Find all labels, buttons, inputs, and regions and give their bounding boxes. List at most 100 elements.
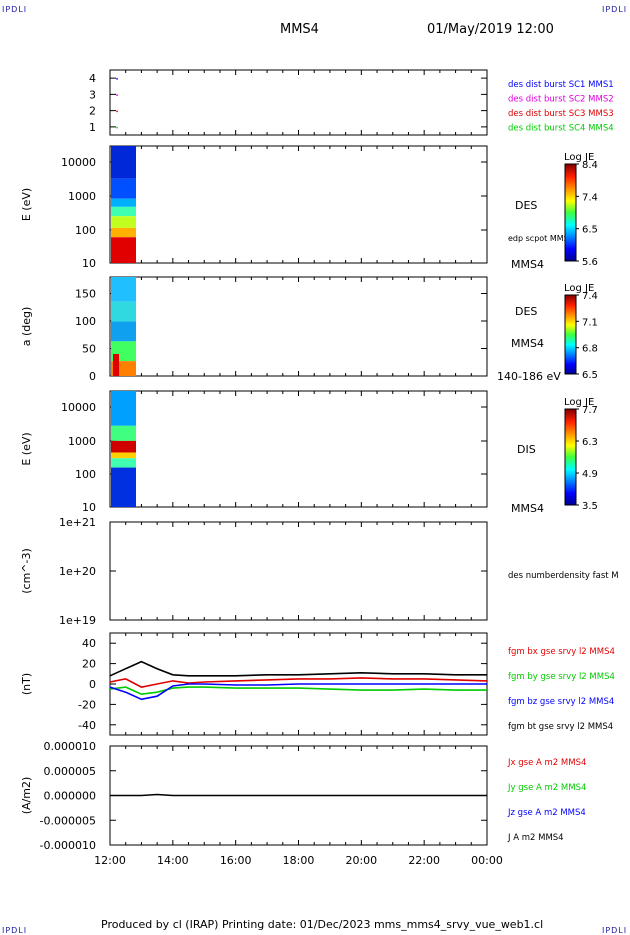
spectrogram-cell (111, 198, 136, 207)
legend-entry: Jz gse A m2 MMS4 (507, 808, 586, 818)
y-tick-label: 1000 (68, 435, 96, 448)
spectrogram-cell (111, 452, 136, 459)
x-tick-label: 22:00 (408, 854, 440, 867)
x-tick-label: 18:00 (283, 854, 315, 867)
y-tick-label: 100 (75, 224, 96, 237)
y-tick-label: 10 (82, 501, 96, 514)
colorbar-tick-label: 6.5 (582, 370, 598, 381)
panel-label: MMS4 (511, 337, 544, 350)
spectrogram-cell (111, 467, 136, 507)
y-tick-label: -0.000010 (40, 839, 96, 852)
y-tick-label: 3 (89, 88, 96, 101)
panel-frame-5 (109, 521, 488, 621)
y-axis-label: (cm^-3) (20, 548, 33, 594)
legend-entry: des numberdensity fast M (508, 571, 619, 581)
spectrogram-cell (111, 227, 136, 238)
y-tick-label: 40 (82, 637, 96, 650)
panel-frame-2 (109, 145, 488, 264)
y-tick-label: 1 (89, 121, 96, 134)
y-tick-label: 10000 (61, 401, 96, 414)
y-tick-label: 0.000000 (44, 790, 97, 803)
y-tick-label: 1000 (68, 190, 96, 203)
colorbar-tick-label: 7.7 (582, 405, 598, 416)
corner-label-top-left: IPDLI (2, 5, 28, 14)
colorbar-tick-label: 6.8 (582, 344, 598, 355)
legend-entry: fgm bz gse srvy l2 MMS4 (508, 697, 614, 707)
y-axis-label: (nT) (20, 673, 33, 695)
y-tick-label: 100 (75, 468, 96, 481)
y-tick-label: 1e+19 (59, 614, 96, 627)
y-tick-label: -40 (78, 719, 96, 732)
legend-entry: fgm bx gse srvy l2 MMS4 (508, 647, 615, 657)
y-tick-label: 20 (82, 658, 96, 671)
colorbar-tick-label: 5.6 (582, 257, 598, 268)
spectrogram-cell (111, 440, 136, 453)
panel-label: DES (515, 305, 537, 318)
spectrogram-cell (111, 216, 136, 228)
x-tick-label: 12:00 (94, 854, 126, 867)
legend-entry: Jx gse A m2 MMS4 (507, 758, 586, 768)
panel-label: DES (515, 199, 537, 212)
spectrogram-cell (111, 321, 136, 342)
y-tick-label: 0.000005 (44, 765, 97, 778)
y-axis-label: E (eV) (20, 188, 33, 221)
y-axis-label: (A/m2) (20, 777, 33, 815)
spectrogram-cell (111, 277, 136, 302)
y-tick-label: 0.000010 (44, 740, 97, 753)
legend-entry: fgm bt gse srvy l2 MMS4 (508, 722, 613, 732)
y-tick-label: 0 (89, 370, 96, 383)
burst-marker (116, 78, 118, 80)
series-line (109, 686, 487, 696)
legend-entry: des dist burst SC3 MMS3 (508, 109, 614, 119)
colorbar-tick-label: 7.4 (582, 192, 598, 203)
legend-entry: des dist burst SC4 MMS4 (508, 124, 614, 134)
panel-label: MMS4 (511, 258, 544, 271)
colorbar (564, 163, 577, 262)
y-axis-label: a (deg) (20, 307, 33, 347)
y-tick-label: 0 (89, 678, 96, 691)
y-tick-label: 100 (75, 315, 96, 328)
y-tick-label: 50 (82, 343, 96, 356)
series-line (109, 660, 487, 677)
panel-label: 140-186 eV (497, 370, 561, 383)
colorbar-tick-label: 6.3 (582, 437, 598, 448)
panel-label: DIS (517, 443, 536, 456)
y-tick-label: 10 (82, 257, 96, 270)
colorbar-title: Log JE (564, 397, 594, 408)
spectrogram-cell (111, 146, 136, 179)
series-line (109, 677, 488, 688)
legend-entry: des dist burst SC1 MMS1 (508, 80, 614, 90)
corner-label-bottom-left: IPDLI (2, 926, 28, 935)
spectrogram-cell (111, 425, 136, 441)
x-tick-label: 16:00 (220, 854, 252, 867)
colorbar-tick-label: 7.1 (582, 317, 598, 328)
y-tick-label: 4 (89, 72, 96, 85)
spectrogram-cell (111, 391, 136, 426)
legend-entry: fgm by gse srvy l2 MMS4 (508, 672, 615, 682)
y-tick-label: 2 (89, 105, 96, 118)
legend-entry: Jy gse A m2 MMS4 (507, 783, 586, 793)
burst-marker (116, 94, 118, 96)
x-tick-label: 00:00 (471, 854, 503, 867)
spectrogram-cell (111, 206, 136, 217)
panel-frame-4 (109, 390, 488, 508)
spectrogram-cell (113, 354, 119, 376)
panel-frame-3 (109, 276, 488, 377)
x-tick-label: 20:00 (345, 854, 377, 867)
x-tick-label: 14:00 (157, 854, 189, 867)
colorbar-tick-label: 4.9 (582, 469, 598, 480)
colorbar-tick-label: 8.4 (582, 160, 598, 171)
corner-label-bottom-right: IPDLI (602, 926, 628, 935)
y-tick-label: 1e+20 (59, 565, 96, 578)
colorbar (564, 294, 577, 375)
y-tick-label: 150 (75, 288, 96, 301)
spectrogram-cell (111, 178, 136, 199)
spacecraft-title: MMS4 (280, 22, 319, 37)
series-line (109, 683, 487, 701)
colorbar-tick-label: 6.5 (582, 225, 598, 236)
colorbar-title: Log JE (564, 283, 594, 294)
y-axis-label: E (eV) (20, 432, 33, 465)
panel-label: edp scpot MMS4 (508, 234, 574, 243)
date-time-title: 01/May/2019 12:00 (427, 22, 554, 37)
y-tick-label: -0.000005 (40, 814, 96, 827)
